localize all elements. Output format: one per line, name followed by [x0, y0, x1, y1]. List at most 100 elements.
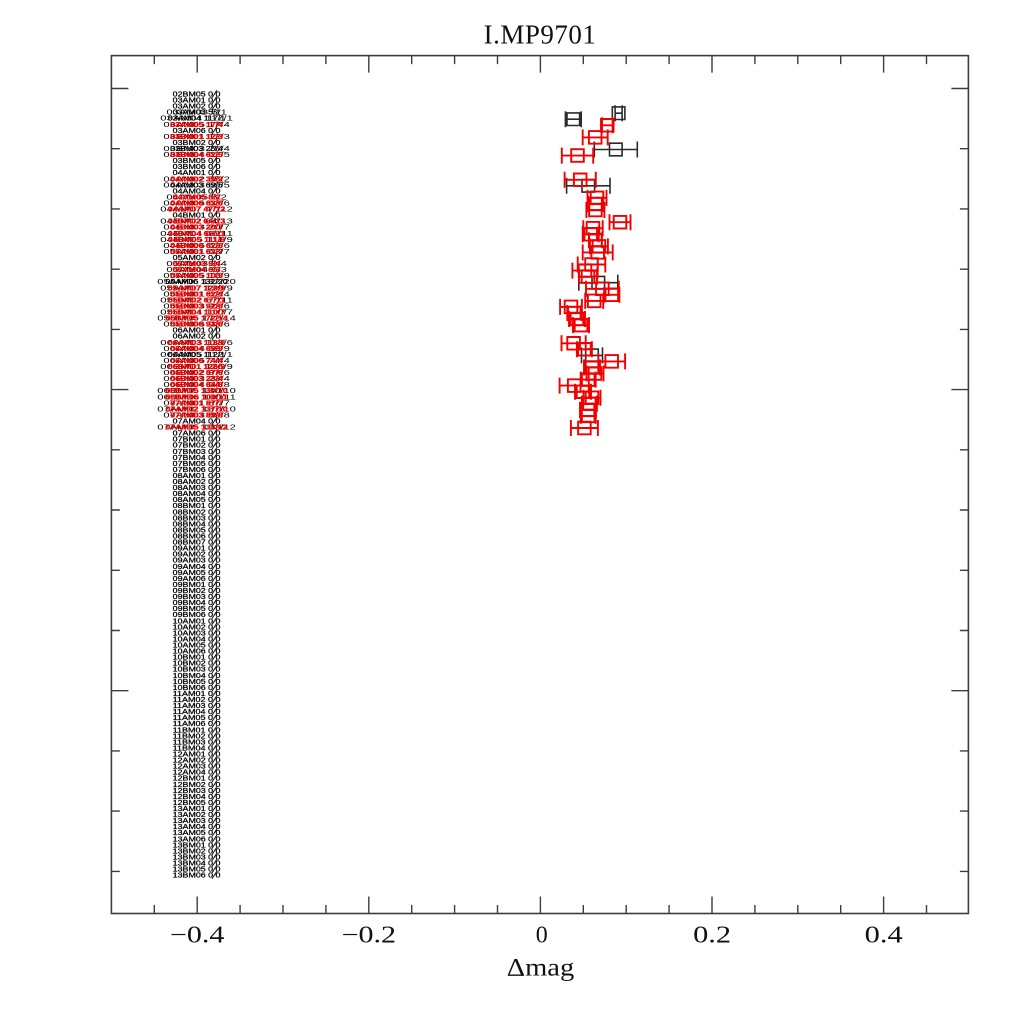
svg-text:05BM02 67/11: 05BM02 67/11: [160, 295, 233, 304]
svg-text:05AM06 132/20: 05AM06 132/20: [157, 277, 236, 286]
svg-text:11BM03 0 0: 11BM03 0 0: [173, 737, 221, 746]
svg-text:06AM04 69/9: 06AM04 69/9: [170, 344, 223, 353]
svg-text:05AM03 9/4: 05AM03 9/4: [173, 259, 221, 268]
svg-text:05BM05 172/14: 05BM05 172/14: [166, 314, 228, 323]
svg-text:11BM02 0 0: 11BM02 0 0: [173, 731, 221, 740]
svg-text:10AM06 0 0: 10AM06 0 0: [173, 647, 221, 656]
svg-text:06AM05 112/1: 06AM05 112/1: [168, 350, 225, 359]
svg-text:12BM05 0 0: 12BM05 0 0: [173, 798, 221, 807]
svg-text:12BM04 0 0: 12BM04 0 0: [173, 792, 221, 801]
svg-text:11AM03 0 0: 11AM03 0 0: [173, 701, 221, 710]
svg-text:03AM01 0 0: 03AM01 0 0: [173, 96, 221, 105]
svg-text:05AM04 6/3: 05AM04 6/3: [173, 265, 221, 274]
svg-text:10AM05 0 0: 10AM05 0 0: [173, 641, 221, 650]
svg-text:12BM02 0 0: 12BM02 0 0: [173, 780, 221, 789]
svg-text:03BM01 12/3: 03BM01 12/3: [170, 132, 223, 141]
svg-text:05BM01 62/4: 05BM01 62/4: [170, 289, 223, 298]
svg-text:03BM03 25/4: 03BM03 25/4: [170, 144, 223, 153]
svg-text:06BM02 87/6: 06BM02 87/6: [163, 368, 230, 377]
svg-text:04AM02 35/2: 04AM02 35/2: [163, 174, 230, 183]
svg-text:03BM02 0 0: 03BM02 0 0: [173, 138, 221, 147]
svg-text:12AM03 0 0: 12AM03 0 0: [173, 762, 221, 771]
svg-text:10AM01 0 0: 10AM01 0 0: [173, 616, 221, 625]
svg-text:Δmag: Δmag: [507, 955, 575, 982]
svg-text:09BM04 0 0: 09BM04 0 0: [173, 598, 221, 607]
svg-text:09AM02 0 0: 09AM02 0 0: [173, 550, 221, 559]
svg-text:04AM06 63/6: 04AM06 63/6: [170, 198, 223, 207]
svg-text:11AM05 0 0: 11AM05 0 0: [173, 713, 221, 722]
svg-text:03AM04 117/1: 03AM04 117/1: [168, 114, 225, 123]
svg-text:10AM04 0 0: 10AM04 0 0: [173, 634, 221, 643]
svg-text:09AM05 0 0: 09AM05 0 0: [173, 568, 221, 577]
svg-text:06AM03 113/6: 06AM03 113/6: [168, 338, 225, 347]
svg-text:03BM01 12/3: 03BM01 12/3: [163, 132, 230, 141]
svg-text:06AM01 0 0: 06AM01 0 0: [173, 326, 221, 335]
svg-text:11AM06 0 0: 11AM06 0 0: [173, 719, 221, 728]
svg-text:04AM07 47/12: 04AM07 47/12: [168, 205, 225, 214]
svg-text:06AM04 69/9: 06AM04 69/9: [163, 344, 230, 353]
svg-text:12BM03 0 0: 12BM03 0 0: [173, 786, 221, 795]
svg-text:06AM03 113/6: 06AM03 113/6: [160, 338, 233, 347]
svg-text:13BM03 0 0: 13BM03 0 0: [173, 852, 221, 861]
svg-text:10AM03 0 0: 10AM03 0 0: [173, 628, 221, 637]
svg-text:08BM03 0 0: 08BM03 0 0: [173, 513, 221, 522]
svg-text:06AM05 112/1: 06AM05 112/1: [160, 350, 233, 359]
svg-text:13BM02 0 0: 13BM02 0 0: [173, 846, 221, 855]
svg-text:02BM05 0 0: 02BM05 0 0: [173, 90, 221, 99]
svg-text:06BM05 130/10: 06BM05 130/10: [157, 386, 236, 395]
svg-text:11BM01 0 0: 11BM01 0 0: [173, 725, 221, 734]
svg-text:10AM02 0 0: 10AM02 0 0: [173, 622, 221, 631]
svg-text:08BM05 0 0: 08BM05 0 0: [173, 525, 221, 534]
svg-text:11BM04 0 0: 11BM04 0 0: [173, 743, 221, 752]
svg-text:03AM06 0 0: 03AM06 0 0: [173, 126, 221, 135]
svg-text:12AM04 0 0: 12AM04 0 0: [173, 768, 221, 777]
svg-text:09BM05 0 0: 09BM05 0 0: [173, 604, 221, 613]
svg-text:09BM01 0 0: 09BM01 0 0: [173, 580, 221, 589]
svg-text:03BM04 62/5: 03BM04 62/5: [170, 150, 223, 159]
svg-text:04AM03 69/5: 04AM03 69/5: [163, 180, 230, 189]
svg-text:03AM05 17/4: 03AM05 17/4: [170, 120, 223, 129]
svg-text:05AM01 63/7: 05AM01 63/7: [170, 247, 223, 256]
svg-text:04BM05 111/9: 04BM05 111/9: [168, 235, 225, 244]
svg-text:10BM03 0 0: 10BM03 0 0: [173, 665, 221, 674]
svg-text:07BM06 0 0: 07BM06 0 0: [173, 465, 221, 474]
svg-text:05BM02 67/11: 05BM02 67/11: [168, 295, 225, 304]
svg-text:06BM06 100/11: 06BM06 100/11: [157, 392, 236, 401]
svg-text:11AM04 0 0: 11AM04 0 0: [173, 707, 221, 716]
svg-text:05AM07 129/9: 05AM07 129/9: [160, 283, 233, 292]
svg-text:03BM05 0 0: 03BM05 0 0: [173, 156, 221, 165]
svg-text:07AM06 0 0: 07AM06 0 0: [173, 429, 221, 438]
svg-text:04BM06 62/6: 04BM06 62/6: [170, 241, 223, 250]
svg-text:08AM05 0 0: 08AM05 0 0: [173, 495, 221, 504]
svg-text:06BM03 23/4: 06BM03 23/4: [163, 374, 230, 383]
svg-text:12AM02 0 0: 12AM02 0 0: [173, 756, 221, 765]
svg-text:08AM02 0 0: 08AM02 0 0: [173, 477, 221, 486]
svg-text:05AM03 9/4: 05AM03 9/4: [166, 259, 227, 268]
svg-text:−0.4: −0.4: [170, 923, 225, 949]
svg-text:05AM04 6/3: 05AM04 6/3: [166, 265, 227, 274]
svg-text:13AM05 0 0: 13AM05 0 0: [173, 828, 221, 837]
svg-text:0: 0: [536, 923, 548, 949]
svg-text:13BM06 0 0: 13BM06 0 0: [173, 871, 221, 880]
svg-text:04BM03 20/7: 04BM03 20/7: [170, 223, 223, 232]
svg-text:07BM05 0 0: 07BM05 0 0: [173, 459, 221, 468]
svg-text:06BM05 130/10: 06BM05 130/10: [166, 386, 228, 395]
svg-text:06BM04 64/8: 06BM04 64/8: [163, 380, 230, 389]
svg-text:04BM06 62/6: 04BM06 62/6: [163, 241, 230, 250]
svg-text:07AM03 89/8: 07AM03 89/8: [170, 410, 223, 419]
svg-text:0.2: 0.2: [693, 923, 731, 949]
svg-text:04AM06 63/6: 04AM06 63/6: [163, 198, 230, 207]
svg-text:06AM02 0 0: 06AM02 0 0: [173, 332, 221, 341]
svg-text:13AM02 0 0: 13AM02 0 0: [173, 810, 221, 819]
svg-text:11AM02 0 0: 11AM02 0 0: [173, 695, 221, 704]
svg-text:10BM04 0 0: 10BM04 0 0: [173, 671, 221, 680]
svg-text:07AM04 0 0: 07AM04 0 0: [173, 416, 221, 425]
svg-text:04AM05 8/2: 04AM05 8/2: [166, 192, 227, 201]
svg-text:07AM02 137/10: 07AM02 137/10: [166, 404, 228, 413]
svg-text:04BM04 66/11: 04BM04 66/11: [168, 229, 225, 238]
svg-text:05BM01 62/4: 05BM01 62/4: [163, 289, 230, 298]
svg-text:05BM04 110/7: 05BM04 110/7: [168, 307, 225, 316]
svg-text:04BM02 64/13: 04BM02 64/13: [160, 217, 233, 226]
svg-text:10BM05 0 0: 10BM05 0 0: [173, 677, 221, 686]
svg-text:08BM04 0 0: 08BM04 0 0: [173, 519, 221, 528]
